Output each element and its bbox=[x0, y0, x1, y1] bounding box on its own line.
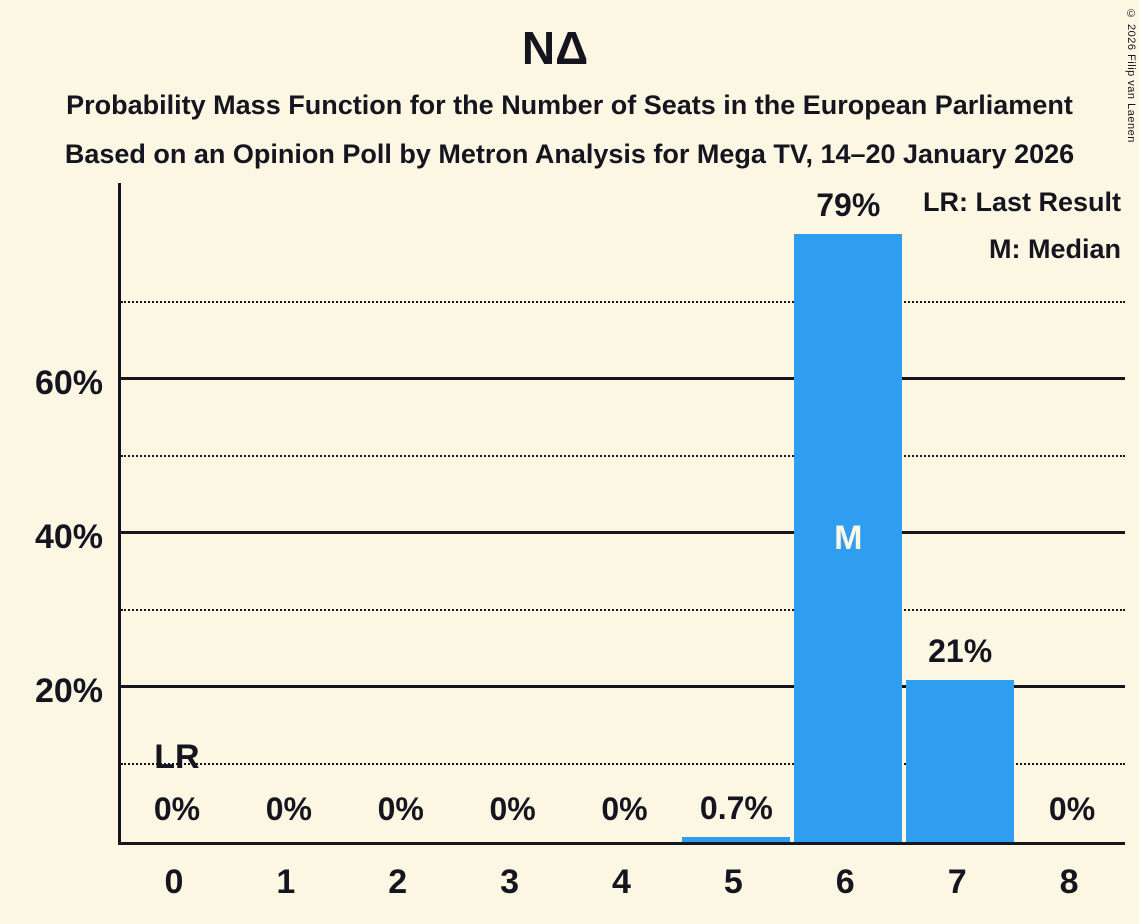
gridline-solid-40 bbox=[121, 531, 1125, 535]
x-axis-label-3: 3 bbox=[500, 863, 520, 901]
gridline-dotted-50 bbox=[121, 455, 1125, 458]
chart-subtitle-line1: Probability Mass Function for the Number… bbox=[66, 90, 1073, 120]
gridline-dotted-70 bbox=[121, 301, 1125, 304]
bar-seats-5 bbox=[682, 836, 791, 842]
x-axis-label-2: 2 bbox=[388, 863, 408, 901]
bar-seats-7 bbox=[906, 680, 1015, 842]
plot-area: 0% LR 0% 0% 0% 0% 0.7% 79% M 21% 0% bbox=[118, 183, 1125, 845]
chart-subtitle-line2: Based on an Opinion Poll by Metron Analy… bbox=[64, 139, 1075, 169]
y-axis-label-60%: 60% bbox=[34, 364, 103, 403]
copyright-notice: © 2026 Filip van Laenen bbox=[1125, 8, 1137, 143]
legend-last-result: LR: Last Result bbox=[922, 187, 1121, 217]
x-axis-label-0: 0 bbox=[164, 863, 184, 901]
median-marker: M bbox=[834, 518, 863, 557]
x-axis-label-1: 1 bbox=[276, 863, 296, 901]
x-axis-label-7: 7 bbox=[947, 863, 967, 901]
value-label-seats-8: 0% bbox=[1048, 791, 1096, 827]
value-label-seats-6: 79% bbox=[816, 186, 881, 223]
y-axis-label-20%: 20% bbox=[34, 672, 103, 711]
value-label-seats-0: 0% bbox=[153, 791, 201, 827]
y-axis-label-40%: 40% bbox=[34, 518, 103, 557]
legend-median: M: Median bbox=[989, 234, 1121, 264]
value-label-seats-3: 0% bbox=[489, 791, 536, 827]
value-label-seats-7: 21% bbox=[928, 633, 993, 670]
gridline-solid-20 bbox=[121, 685, 1125, 689]
value-label-seats-2: 0% bbox=[377, 791, 424, 827]
x-axis-label-8: 8 bbox=[1059, 863, 1079, 901]
value-label-seats-1: 0% bbox=[265, 791, 312, 827]
value-label-seats-5: 0.7% bbox=[699, 789, 773, 826]
gridline-solid-60 bbox=[121, 377, 1125, 381]
last-result-marker: LR bbox=[154, 738, 200, 776]
x-axis-label-4: 4 bbox=[612, 863, 631, 901]
x-axis-label-6: 6 bbox=[835, 863, 855, 901]
bar-seats-6 bbox=[794, 233, 903, 842]
value-label-seats-4: 0% bbox=[601, 791, 648, 827]
gridline-dotted-30 bbox=[121, 609, 1125, 612]
gridline-dotted-10 bbox=[121, 763, 1125, 766]
chart-title: ΝΔ bbox=[521, 22, 589, 74]
x-axis-label-5: 5 bbox=[723, 863, 743, 901]
